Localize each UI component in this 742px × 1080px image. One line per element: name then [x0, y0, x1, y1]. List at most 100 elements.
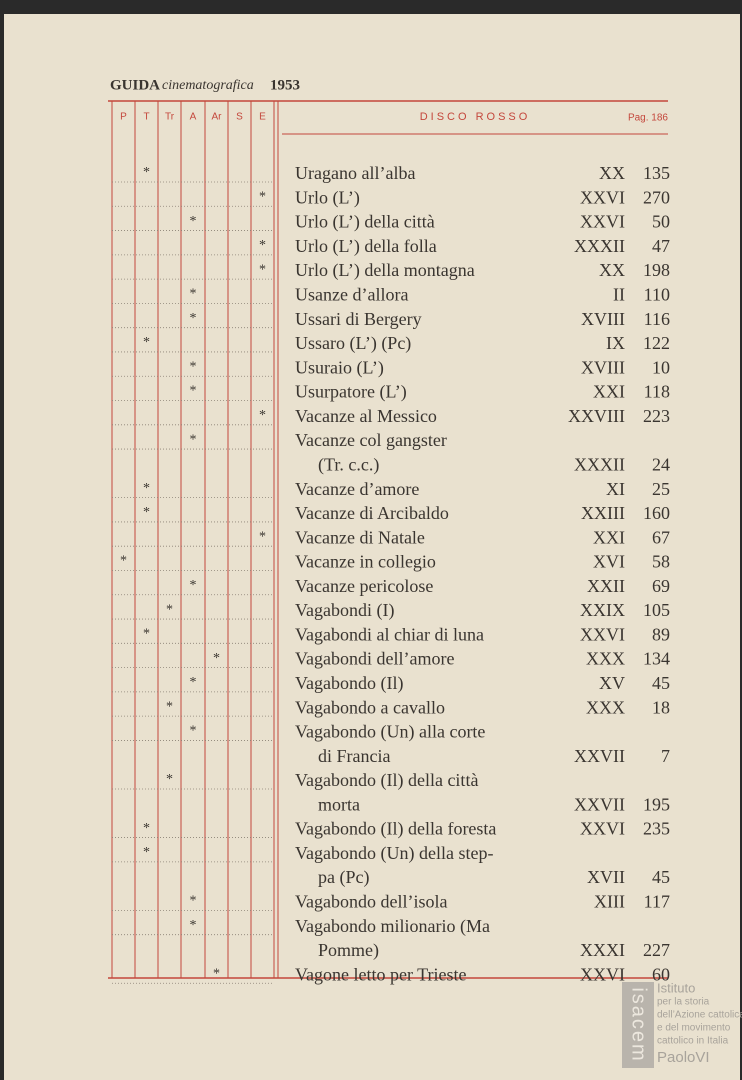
- volume: XXVII: [574, 794, 625, 814]
- mark: *: [190, 359, 197, 374]
- number: 67: [652, 527, 670, 547]
- mark: *: [143, 505, 150, 520]
- volume: XXII: [587, 576, 625, 596]
- mark: *: [190, 724, 197, 739]
- volume: XXXI: [580, 940, 625, 960]
- mark: *: [259, 529, 266, 544]
- film-title: Usanze d’allora: [295, 285, 408, 305]
- film-title: Vagabondi dell’amore: [295, 649, 454, 669]
- column-header: S: [236, 112, 243, 123]
- watermark-logo-text: isacem: [628, 987, 650, 1062]
- number: 160: [643, 503, 670, 523]
- column-header: E: [259, 112, 266, 123]
- volume: XXIII: [581, 503, 625, 523]
- volume: XVIII: [581, 309, 625, 329]
- watermark-line: cattolico in Italia: [657, 1036, 729, 1047]
- volume: XXI: [593, 527, 625, 547]
- film-title: di Francia: [318, 746, 390, 766]
- mark: *: [166, 699, 173, 714]
- film-title: Ussaro (L’) (Pc): [295, 333, 411, 354]
- volume: XX: [599, 163, 625, 183]
- mark: *: [143, 627, 150, 642]
- film-title: morta: [318, 794, 360, 814]
- film-title: Urlo (L’) della città: [295, 212, 435, 233]
- mark: *: [190, 287, 197, 302]
- watermark-line: Istituto: [657, 980, 695, 995]
- section-title: DISCO ROSSO: [420, 111, 531, 123]
- watermark-line: PaoloVI: [657, 1049, 710, 1066]
- volume: XXVI: [580, 964, 625, 984]
- number: 10: [652, 357, 670, 377]
- column-header: Tr: [165, 112, 175, 123]
- film-title: Vacanze pericolose: [295, 576, 433, 596]
- film-title: Uragano all’alba: [295, 163, 415, 183]
- number: 105: [643, 600, 670, 620]
- film-title: Urlo (L’) della montagna: [295, 260, 475, 281]
- number: 60: [652, 964, 670, 984]
- volume: XXVI: [580, 187, 625, 207]
- header-subtitle: cinematografica: [162, 78, 254, 93]
- film-title: Ussari di Bergery: [295, 309, 422, 329]
- number: 227: [643, 940, 670, 960]
- volume: XXI: [593, 382, 625, 402]
- mark: *: [143, 335, 150, 350]
- film-title: Vacanze di Arcibaldo: [295, 503, 449, 523]
- volume: XVIII: [581, 357, 625, 377]
- mark: *: [143, 845, 150, 860]
- film-title: Vagabondo (Il) della città: [295, 770, 478, 791]
- number: 25: [652, 479, 670, 499]
- volume: XXVI: [580, 819, 625, 839]
- mark: *: [143, 481, 150, 496]
- volume: XXVI: [580, 212, 625, 232]
- number: 58: [652, 552, 670, 572]
- mark: *: [190, 214, 197, 229]
- number: 18: [652, 697, 670, 717]
- volume: XVII: [587, 867, 625, 887]
- film-title: Vagabondo (Un) della step-: [295, 843, 493, 864]
- volume: IX: [606, 333, 625, 353]
- number: 270: [643, 187, 670, 207]
- film-title: Pomme): [318, 940, 379, 961]
- volume: XI: [606, 479, 625, 499]
- film-title: Vacanze col gangster: [295, 430, 447, 450]
- number: 122: [643, 333, 670, 353]
- mark: *: [143, 821, 150, 836]
- mark: *: [143, 165, 150, 180]
- volume: XV: [599, 673, 625, 693]
- film-title: Urlo (L’): [295, 187, 360, 208]
- mark: *: [166, 602, 173, 617]
- volume: XXXII: [574, 236, 625, 256]
- volume: XXX: [586, 649, 625, 669]
- number: 134: [643, 649, 670, 669]
- number: 223: [643, 406, 670, 426]
- volume: XXVI: [580, 624, 625, 644]
- number: 198: [643, 260, 670, 280]
- film-title: Vacanze in collegio: [295, 552, 436, 572]
- column-header: T: [143, 112, 149, 123]
- film-title: Usuraio (L’): [295, 357, 384, 378]
- mark: *: [259, 238, 266, 253]
- film-title: Vacanze al Messico: [295, 406, 437, 426]
- number: 24: [652, 454, 670, 474]
- film-title: Vagabondo dell’isola: [295, 892, 447, 912]
- number: 47: [652, 236, 670, 256]
- column-header: P: [120, 112, 127, 123]
- film-title: Vagabondo (Il) della foresta: [295, 819, 496, 840]
- volume: II: [613, 285, 625, 305]
- watermark: isacem Istituto per la storia dell’Azione c…: [622, 980, 742, 1068]
- column-header: Ar: [212, 112, 223, 123]
- number: 45: [652, 867, 670, 887]
- volume: XXIX: [580, 600, 625, 620]
- mark: *: [120, 554, 127, 569]
- number: 117: [644, 892, 670, 912]
- number: 195: [643, 794, 670, 814]
- number: 116: [644, 309, 670, 329]
- film-title: Urlo (L’) della folla: [295, 236, 437, 257]
- film-title: Vacanze d’amore: [295, 479, 419, 499]
- film-title: (Tr. c.c.): [318, 454, 379, 475]
- number: 45: [652, 673, 670, 693]
- film-title: Usurpatore (L’): [295, 382, 407, 403]
- volume: XX: [599, 260, 625, 280]
- mark: *: [190, 578, 197, 593]
